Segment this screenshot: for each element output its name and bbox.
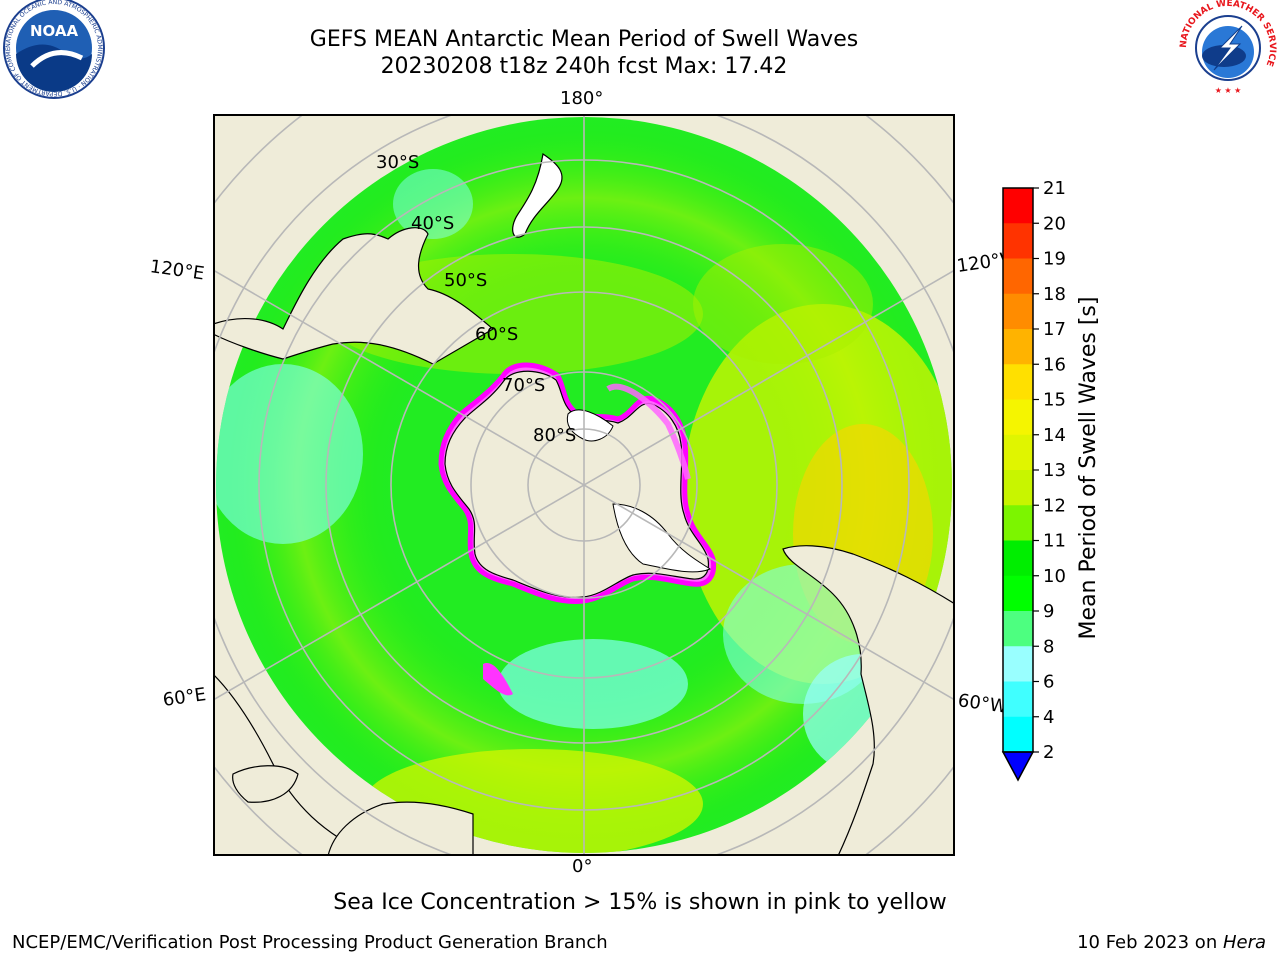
lat-label-30s: 30°S: [376, 152, 419, 173]
lon-label-180: 180°: [560, 88, 604, 109]
map-frame: [213, 114, 955, 856]
colorbar-label: Mean Period of Swell Waves [s]: [1076, 297, 1101, 640]
colorbar-tick-label: 14: [1043, 425, 1066, 446]
colorbar-tick-label: 10: [1043, 566, 1066, 587]
colorbar-swatch: [1003, 575, 1033, 612]
colorbar-tick-label: 13: [1043, 460, 1066, 481]
colorbar-swatches: [1001, 187, 1035, 782]
lon-label-120e: 120°E: [148, 256, 206, 285]
noaa-logo-text: NOAA: [30, 22, 79, 40]
lat-label-40s: 40°S: [411, 213, 454, 234]
south-america: [782, 545, 955, 856]
colorbar-swatch: [1003, 646, 1033, 682]
colorbar-swatch: [1003, 293, 1033, 330]
sea-ice-patch: [483, 663, 513, 696]
colorbar-tick-label: 2: [1043, 742, 1054, 763]
colorbar-swatch: [1003, 716, 1033, 753]
australia: [213, 114, 495, 365]
colorbar-tick-label: 20: [1043, 213, 1066, 234]
colorbar-swatch: [1003, 505, 1033, 541]
colorbar-tick-label: 18: [1043, 284, 1066, 305]
lat-label-60s: 60°S: [475, 324, 518, 345]
colorbar-swatch: [1003, 258, 1033, 295]
madagascar: [232, 765, 299, 803]
colorbar-tick-label: 15: [1043, 390, 1066, 411]
nws-logo: NATIONAL WEATHER SERVICE ★ ★ ★: [1178, 0, 1278, 98]
colorbar-swatch: [1003, 611, 1033, 647]
colorbar-tick-label: 4: [1043, 707, 1054, 728]
antarctica: [438, 362, 717, 604]
colorbar-tick-label: 21: [1043, 178, 1066, 199]
lon-label-60e: 60°E: [161, 684, 208, 711]
colorbar-swatch: [1003, 434, 1033, 471]
chart-subtitle: 20230208 t18z 240h fcst Max: 17.42: [380, 54, 788, 79]
colorbar-ticks: 21 20 19 18 17 16 15 14 13 12 11 10 9 8 6 4 2: [1033, 178, 1066, 763]
colorbar-swatch: [1003, 399, 1033, 436]
colorbar-tick-label: 19: [1043, 249, 1066, 270]
colorbar-extend-arrow: [1001, 751, 1035, 782]
colorbar-tick-label: 16: [1043, 354, 1066, 375]
lat-label-80s: 80°S: [533, 425, 576, 446]
colorbar-swatch: [1003, 223, 1033, 259]
colorbar-swatch: [1003, 540, 1033, 577]
colorbar-tick-label: 17: [1043, 319, 1066, 340]
lat-label-50s: 50°S: [444, 270, 487, 291]
credit-machine: Hera: [1222, 932, 1266, 953]
colorbar-tick-label: 12: [1043, 495, 1066, 516]
colorbar-swatch: [1003, 329, 1033, 365]
chart-title: GEFS MEAN Antarctic Mean Period of Swell…: [309, 27, 859, 52]
credit-right: 10 Feb 2023 on Hera: [1077, 932, 1266, 953]
svg-text:★ ★ ★: ★ ★ ★: [1215, 86, 1242, 95]
colorbar: 21 20 19 18 17 16 15 14 13 12 11 10 9 8 6 4 2 Mean Perio…: [1001, 178, 1101, 782]
lon-label-0: 0°: [572, 856, 593, 877]
colorbar-tick-label: 11: [1043, 531, 1066, 552]
colorbar-tick-label: 8: [1043, 636, 1054, 657]
credit-left: NCEP/EMC/Verification Post Processing Pr…: [12, 932, 608, 953]
colorbar-swatch: [1003, 364, 1033, 400]
lat-label-70s: 70°S: [502, 375, 545, 396]
noaa-logo: NATIONAL OCEANIC AND ATMOSPHERIC ADMINIS…: [2, 0, 105, 99]
credit-date: 10 Feb 2023 on: [1077, 932, 1223, 953]
sea-ice-caption: Sea Ice Concentration > 15% is shown in …: [333, 890, 947, 915]
colorbar-tick-label: 9: [1043, 601, 1054, 622]
polar-map: 30°S 40°S 50°S 60°S 70°S 80°S: [213, 114, 955, 856]
graticule: [213, 114, 955, 856]
colorbar-swatch: [1003, 188, 1033, 224]
colorbar-swatch: [1003, 681, 1033, 718]
colorbar-tick-label: 6: [1043, 672, 1054, 693]
colorbar-swatch: [1003, 470, 1033, 506]
